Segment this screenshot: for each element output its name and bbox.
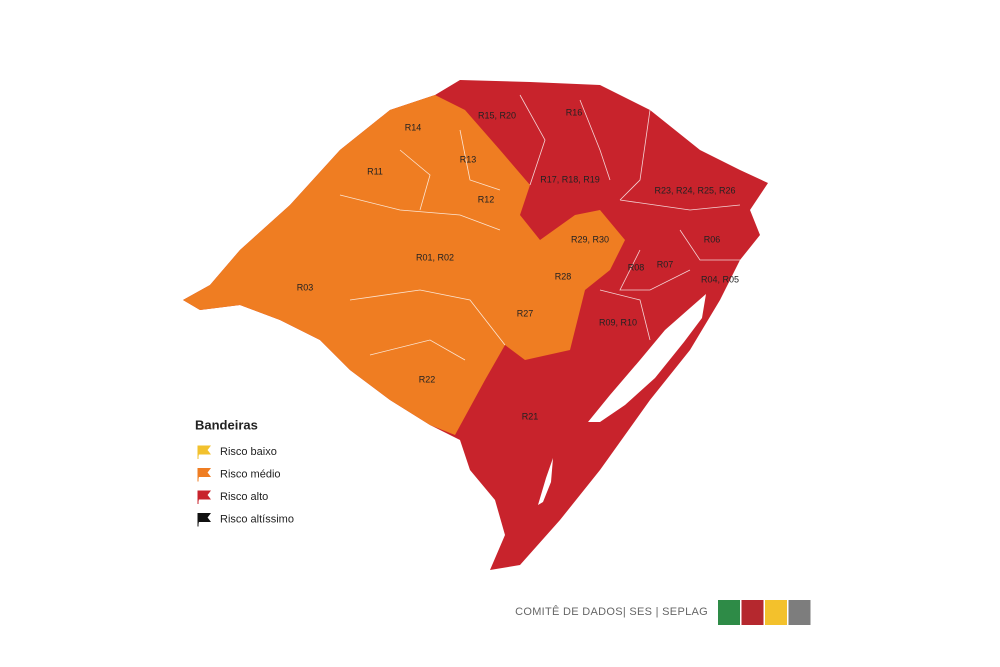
legend-label: Risco baixo (220, 446, 277, 458)
footer-swatch (765, 600, 787, 625)
region-label: R04, R05 (701, 274, 739, 284)
legend-label: Risco alto (220, 491, 268, 503)
region-label: R29, R30 (571, 234, 609, 244)
region-borders (339, 94, 741, 361)
legend-label: Risco médio (220, 468, 281, 480)
region-label: R08 (628, 262, 645, 272)
lagoon (588, 294, 706, 422)
region-label: R12 (478, 194, 495, 204)
legend-items: Risco baixo Risco médio Risco alto Risco al… (197, 445, 294, 527)
region-label: R09, R10 (599, 317, 637, 327)
legend-flag (197, 468, 211, 482)
region-label: R21 (522, 411, 539, 421)
region-label: R06 (704, 234, 721, 244)
region-label: R17, R18, R19 (540, 174, 600, 184)
region-label: R07 (657, 259, 674, 269)
region-label: R27 (517, 308, 534, 318)
footer-credit: COMITÊ DE DADOS| SES | SEPLAG (515, 605, 708, 618)
legend-label: Risco altíssimo (220, 513, 294, 525)
legend-flag (197, 513, 211, 527)
region-label: R23, R24, R25, R26 (654, 185, 735, 195)
region-label: R15, R20 (478, 110, 516, 120)
region-label: R03 (297, 282, 314, 292)
legend-flag (197, 445, 211, 459)
legend-flag (197, 490, 211, 504)
region-label: R11 (367, 166, 383, 176)
footer-swatches (718, 600, 811, 625)
legend-title: Bandeiras (195, 417, 258, 432)
footer-swatch (788, 600, 811, 625)
footer-swatch (718, 600, 740, 625)
lagoon (538, 458, 553, 505)
region-labels: R14 R15, R20 R16 R13 R11 R17, R18, R19 R… (297, 107, 739, 421)
region-label: R01, R02 (416, 252, 454, 262)
region-label: R14 (405, 122, 422, 132)
region-label: R28 (555, 271, 572, 281)
region-label: R16 (566, 107, 583, 117)
footer-swatch (741, 600, 764, 625)
region-label: R13 (460, 154, 477, 164)
region-label: R22 (419, 374, 436, 384)
legend: Bandeiras Risco baixo Risco médio Risco al… (195, 417, 294, 527)
orange-area (183, 95, 625, 435)
